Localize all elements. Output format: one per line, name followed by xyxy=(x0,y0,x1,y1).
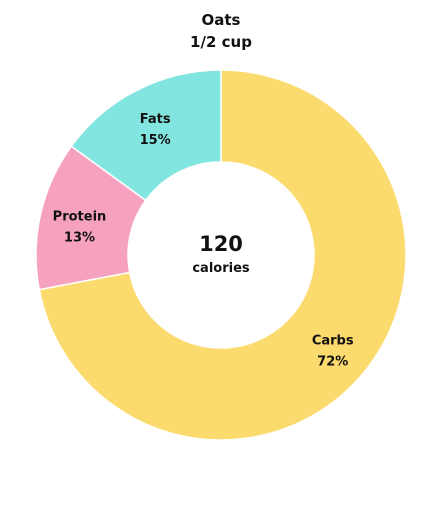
slice-label-protein: Protein xyxy=(53,209,107,224)
chart-title: Oats xyxy=(202,11,241,29)
slice-carbs xyxy=(38,69,407,441)
donut-slices xyxy=(35,69,407,441)
chart-subtitle: 1/2 cup xyxy=(190,33,252,51)
slice-label-carbs: Carbs xyxy=(312,333,354,348)
slice-value-fats: 15% xyxy=(140,133,171,148)
slice-value-protein: 13% xyxy=(64,230,95,245)
center-calorie-value: 120 xyxy=(199,232,243,256)
slice-labels: Carbs 72% Protein 13% Fats 15% xyxy=(53,112,354,370)
slice-label-fats: Fats xyxy=(140,112,171,127)
center-calorie-unit: calories xyxy=(192,261,250,276)
slice-value-carbs: 72% xyxy=(317,354,348,369)
slice-fats xyxy=(70,69,222,202)
